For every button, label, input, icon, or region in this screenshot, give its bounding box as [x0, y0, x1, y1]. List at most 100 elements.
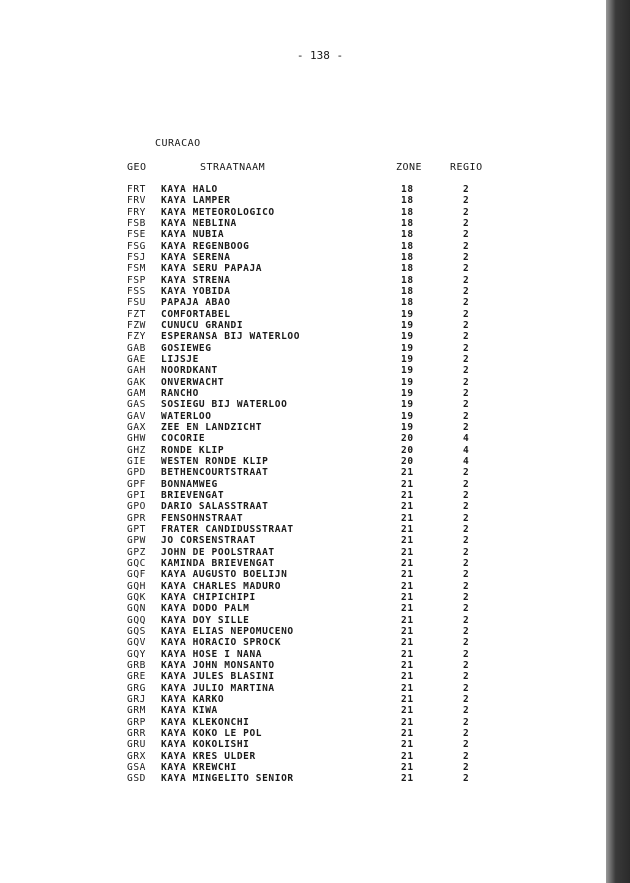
regio: 2 — [463, 614, 470, 626]
street-name: WATERLOO — [161, 410, 212, 422]
regio: 2 — [463, 750, 470, 762]
regio: 2 — [463, 467, 470, 479]
zone: 19 — [401, 421, 414, 433]
zone: 20 — [401, 433, 414, 445]
regio: 2 — [463, 523, 470, 535]
street-name: KAYA KOKO LE POL — [161, 727, 263, 739]
geo-code: FSB — [127, 217, 146, 229]
regio: 2 — [463, 342, 470, 354]
geo-code: FSU — [127, 297, 146, 309]
regio: 2 — [463, 501, 470, 513]
geo-code: FSG — [127, 240, 146, 252]
zone: 18 — [401, 184, 414, 195]
regio: 2 — [463, 274, 470, 286]
zone: 21 — [401, 546, 414, 558]
geo-code: GQH — [127, 580, 146, 592]
regio: 2 — [463, 625, 470, 637]
header-straatnaam: STRAATNAAM — [200, 162, 266, 173]
regio: 2 — [463, 557, 470, 569]
geo-code: FZY — [127, 331, 146, 343]
regio: 2 — [463, 410, 470, 422]
header-regio: REGIO — [450, 162, 483, 173]
regio: 2 — [463, 648, 470, 660]
geo-code: GSD — [127, 773, 146, 785]
zone: 21 — [401, 569, 414, 581]
geo-code: GPF — [127, 478, 146, 490]
zone: 21 — [401, 727, 414, 739]
zone: 21 — [401, 761, 414, 773]
street-name: KAYA KOKOLISHI — [161, 739, 250, 751]
street-name: WESTEN RONDE KLIP — [161, 455, 269, 467]
geo-code: GRJ — [127, 693, 146, 705]
street-name: RONDE KLIP — [161, 444, 225, 456]
street-name: BRIEVENGAT — [161, 489, 225, 501]
geo-code: GAK — [127, 376, 146, 388]
zone: 18 — [401, 240, 414, 252]
street-name: ESPERANSA BIJ WATERLOO — [161, 331, 301, 343]
geo-code: GQV — [127, 637, 146, 649]
geo-code: FSP — [127, 274, 146, 286]
geo-code: GAS — [127, 399, 146, 411]
zone: 21 — [401, 659, 414, 671]
geo-code: GPW — [127, 535, 146, 547]
geo-code: GAV — [127, 410, 146, 422]
regio: 4 — [463, 455, 470, 467]
zone: 21 — [401, 478, 414, 490]
street-name: COCORIE — [161, 433, 206, 445]
regio: 2 — [463, 671, 470, 683]
zone: 21 — [401, 501, 414, 513]
geo-code: GRM — [127, 705, 146, 717]
zone: 20 — [401, 444, 414, 456]
zone: 21 — [401, 614, 414, 626]
zone: 18 — [401, 206, 414, 218]
street-name: KAYA JOHN MONSANTO — [161, 659, 275, 671]
geo-code: FRY — [127, 206, 146, 218]
street-name: LIJSJE — [161, 353, 199, 365]
street-name: KAYA ELIAS NEPOMUCENO — [161, 625, 294, 637]
zone: 19 — [401, 410, 414, 422]
zone: 19 — [401, 319, 414, 331]
street-name: GOSIEWEG — [161, 342, 212, 354]
regio: 4 — [463, 444, 470, 456]
regio: 2 — [463, 251, 470, 263]
street-name: JOHN DE POOLSTRAAT — [161, 546, 275, 558]
geo-code: FRV — [127, 195, 146, 207]
zone: 18 — [401, 297, 414, 309]
zone: 19 — [401, 387, 414, 399]
zone: 21 — [401, 637, 414, 649]
geo-code: GQS — [127, 625, 146, 637]
street-name: BONNAMWEG — [161, 478, 218, 490]
page-number: - 138 - — [296, 49, 344, 62]
zone: 21 — [401, 603, 414, 615]
region-title: CURACAO — [155, 138, 201, 149]
geo-code: GRG — [127, 682, 146, 694]
zone: 21 — [401, 671, 414, 683]
street-name: KAYA MINGELITO SENIOR — [161, 773, 294, 785]
street-name: ZEE EN LANDZICHT — [161, 421, 263, 433]
zone: 18 — [401, 195, 414, 207]
header-zone: ZONE — [396, 162, 423, 173]
geo-code: GPD — [127, 467, 146, 479]
street-name: KAYA REGENBOOG — [161, 240, 250, 252]
zone: 19 — [401, 365, 414, 377]
header-geo: GEO — [127, 162, 147, 173]
street-name: KAYA SERENA — [161, 251, 231, 263]
zone: 21 — [401, 705, 414, 717]
street-name: ONVERWACHT — [161, 376, 225, 388]
zone: 18 — [401, 229, 414, 241]
zone: 19 — [401, 342, 414, 354]
geo-code: GQK — [127, 591, 146, 603]
zone: 18 — [401, 274, 414, 286]
regio: 2 — [463, 761, 470, 773]
street-name: KAYA DODO PALM — [161, 603, 250, 615]
regio: 2 — [463, 319, 470, 331]
geo-code: FSE — [127, 229, 146, 241]
street-name: KAYA HORACIO SPROCK — [161, 637, 282, 649]
zone: 19 — [401, 399, 414, 411]
street-name: JO CORSENSTRAAT — [161, 535, 256, 547]
regio: 2 — [463, 489, 470, 501]
zone: 21 — [401, 773, 414, 785]
street-name: KAYA KREWCHI — [161, 761, 237, 773]
regio: 2 — [463, 739, 470, 751]
regio: 2 — [463, 365, 470, 377]
